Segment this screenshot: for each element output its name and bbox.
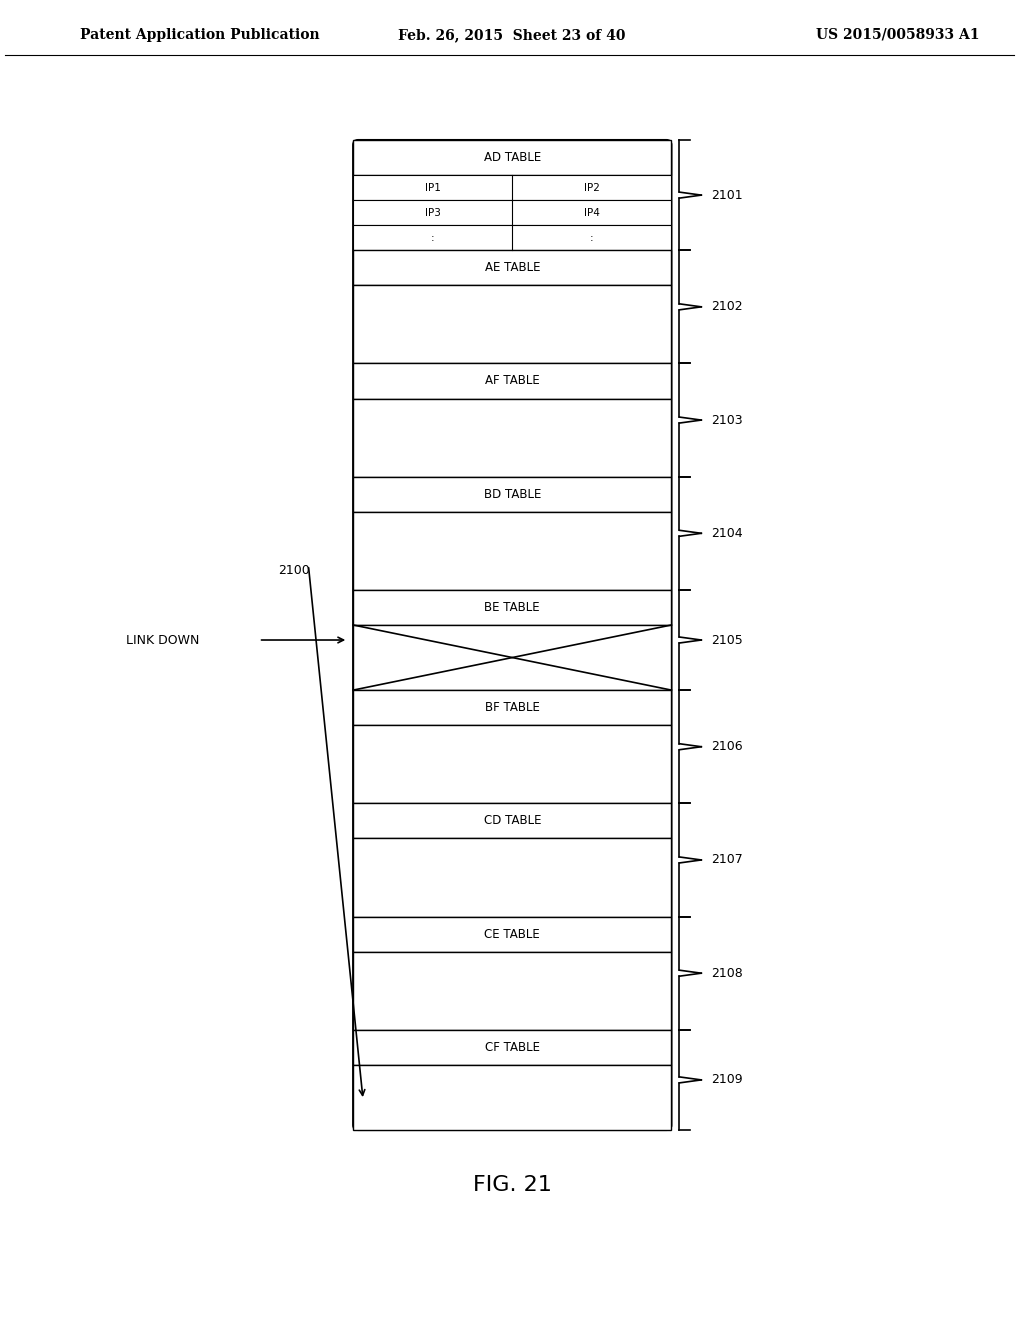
- Bar: [353, 512, 672, 590]
- Bar: [353, 1065, 672, 1130]
- Bar: [353, 363, 672, 399]
- Text: 2108: 2108: [712, 966, 743, 979]
- Text: AE TABLE: AE TABLE: [484, 261, 540, 275]
- Bar: [353, 624, 672, 690]
- Text: :: :: [590, 232, 594, 243]
- Bar: [353, 1030, 672, 1065]
- Bar: [353, 226, 672, 251]
- Text: Feb. 26, 2015  Sheet 23 of 40: Feb. 26, 2015 Sheet 23 of 40: [398, 28, 626, 42]
- Text: 2101: 2101: [712, 189, 742, 202]
- Text: CF TABLE: CF TABLE: [484, 1041, 540, 1053]
- Text: 2100: 2100: [279, 564, 310, 577]
- Text: 2103: 2103: [712, 413, 742, 426]
- Text: CE TABLE: CE TABLE: [484, 928, 540, 941]
- Text: LINK DOWN: LINK DOWN: [126, 634, 199, 647]
- Bar: [353, 804, 672, 838]
- Text: :: :: [431, 232, 434, 243]
- Text: 2106: 2106: [712, 741, 742, 754]
- FancyBboxPatch shape: [353, 140, 672, 1130]
- Text: IP4: IP4: [584, 207, 600, 218]
- Text: 2102: 2102: [712, 301, 742, 313]
- Text: Patent Application Publication: Patent Application Publication: [80, 28, 319, 42]
- Bar: [353, 285, 672, 363]
- Text: US 2015/0058933 A1: US 2015/0058933 A1: [816, 28, 979, 42]
- Text: 2109: 2109: [712, 1073, 742, 1086]
- Bar: [353, 952, 672, 1030]
- Bar: [353, 140, 672, 176]
- Bar: [353, 690, 672, 725]
- Bar: [353, 251, 672, 285]
- Bar: [353, 590, 672, 624]
- Bar: [353, 399, 672, 477]
- Bar: [353, 176, 672, 201]
- Bar: [353, 725, 672, 804]
- Text: BF TABLE: BF TABLE: [484, 701, 540, 714]
- Bar: [353, 201, 672, 226]
- Bar: [353, 477, 672, 512]
- Text: 2104: 2104: [712, 527, 742, 540]
- Text: 2105: 2105: [712, 634, 743, 647]
- Text: IP2: IP2: [584, 182, 600, 193]
- Text: AD TABLE: AD TABLE: [483, 150, 541, 164]
- Text: IP1: IP1: [425, 182, 440, 193]
- Bar: [353, 916, 672, 952]
- Text: CD TABLE: CD TABLE: [483, 814, 541, 828]
- Bar: [353, 838, 672, 916]
- Text: BD TABLE: BD TABLE: [483, 487, 541, 500]
- Text: FIG. 21: FIG. 21: [473, 1175, 552, 1195]
- Text: BE TABLE: BE TABLE: [484, 601, 540, 614]
- Text: 2107: 2107: [712, 854, 743, 866]
- Text: AF TABLE: AF TABLE: [485, 375, 540, 388]
- Text: IP3: IP3: [425, 207, 440, 218]
